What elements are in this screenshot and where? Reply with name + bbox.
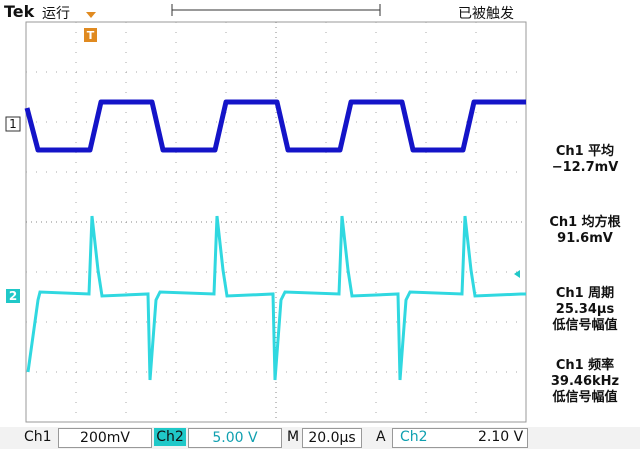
ch1-marker-label: 1	[9, 117, 17, 131]
trigger-prefix: A	[376, 429, 386, 445]
trigger-marker	[84, 28, 97, 42]
measurement-label: Ch1 频率	[555, 358, 615, 373]
measurement-value: 91.6mV	[557, 231, 613, 246]
ch1-waveform	[24, 99, 526, 153]
ch2-marker-label: 2	[9, 289, 17, 303]
measurement-value: 39.46kHz	[550, 374, 620, 389]
ch2-scale: 5.00 V	[188, 428, 282, 448]
trigger-source: Ch2	[400, 429, 428, 445]
time-scale: 20.0μs	[302, 428, 362, 448]
trigger-pointer	[86, 12, 96, 18]
time-prefix: M	[287, 429, 300, 445]
ch2-marker	[6, 289, 20, 303]
measurement-label: Ch1 周期	[555, 286, 615, 301]
measurement-label: Ch1 均方根	[549, 215, 621, 230]
status: 运行	[42, 6, 70, 22]
measurement-value: −12.7mV	[551, 160, 619, 175]
measurement-note: 低信号幅值	[552, 318, 618, 333]
trigger-level-marker	[514, 270, 520, 278]
ch2-waveform	[26, 215, 526, 381]
brand: Tek	[4, 2, 35, 21]
measurement-label: Ch1 平均	[555, 144, 615, 159]
trigger-level: 2.10 V	[478, 429, 524, 445]
ch1-scale: 200mV	[58, 428, 152, 448]
ch1-label: Ch1	[24, 429, 52, 445]
graticule	[25, 21, 527, 423]
ch2-label: Ch2	[154, 428, 186, 446]
ch1-marker	[5, 116, 21, 132]
measurement-value: 25.34μs	[555, 302, 615, 317]
trigger-state: 已被触发	[458, 6, 514, 22]
trigger-box	[392, 428, 528, 448]
measurement-note: 低信号幅值	[552, 390, 618, 405]
trigger-marker-label: T	[87, 29, 95, 42]
